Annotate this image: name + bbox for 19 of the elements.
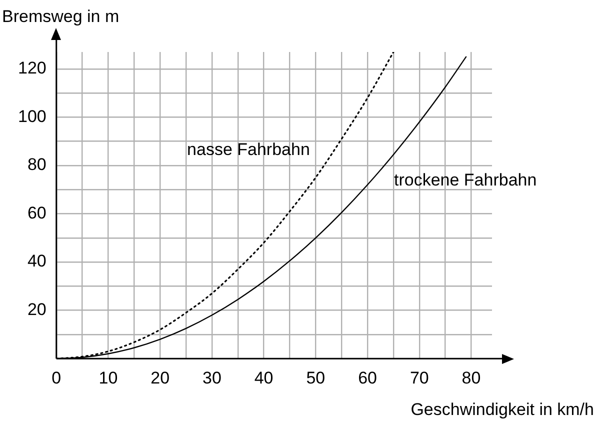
x-tick-label: 30 bbox=[202, 368, 222, 388]
y-tick-label: 120 bbox=[18, 58, 46, 78]
x-tick-label: 0 bbox=[52, 368, 62, 388]
x-tick-label: 70 bbox=[410, 368, 429, 388]
y-axis-title: Bremsweg in m bbox=[2, 7, 120, 26]
y-tick-label: 40 bbox=[27, 252, 46, 271]
x-axis-title: Geschwindigkeit in km/h bbox=[410, 400, 594, 419]
x-tick-label: 60 bbox=[358, 368, 377, 388]
y-tick-label: 100 bbox=[18, 106, 46, 126]
series-label: nasse Fahrbahn bbox=[187, 140, 310, 159]
x-tick-label: 50 bbox=[306, 368, 326, 388]
x-tick-label: 80 bbox=[462, 368, 481, 388]
x-tick-label: 40 bbox=[254, 368, 274, 388]
y-tick-label: 60 bbox=[27, 203, 46, 222]
x-tick-label: 20 bbox=[150, 368, 170, 388]
x-tick-label: 10 bbox=[98, 368, 118, 388]
y-tick-label: 80 bbox=[27, 155, 46, 174]
y-tick-label: 20 bbox=[27, 300, 46, 320]
series-label: trockene Fahrbahn bbox=[394, 170, 537, 190]
